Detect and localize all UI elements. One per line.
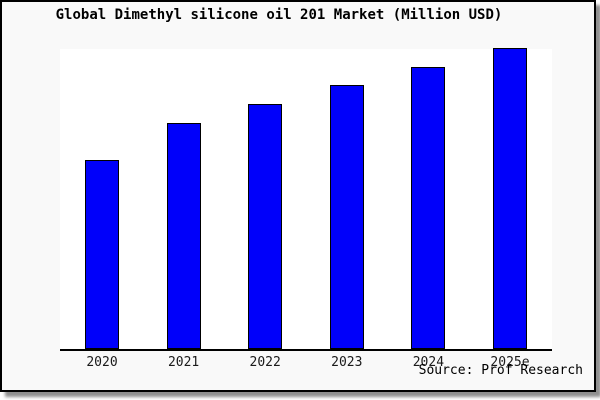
x-tick-label-2025e: 2025e xyxy=(490,355,530,370)
bar-2021 xyxy=(166,123,201,349)
chart-frame: Global Dimethyl silicone oil 201 Market … xyxy=(0,0,596,392)
chart-title: Global Dimethyl silicone oil 201 Market … xyxy=(55,7,503,23)
x-tick-label-2023: 2023 xyxy=(331,355,363,370)
x-tick-label-2020: 2020 xyxy=(86,355,118,370)
x-tick-label-2021: 2021 xyxy=(167,355,200,370)
source-label: Source: Prof Research xyxy=(418,363,583,378)
bar-2024 xyxy=(411,67,446,349)
plot-area xyxy=(60,48,552,351)
x-axis-labels: 2020 2021 2022 2023 2024 2025e xyxy=(2,2,594,390)
bar-2022 xyxy=(248,104,283,349)
bar-2023 xyxy=(329,85,364,349)
bar-2025e xyxy=(493,48,527,349)
x-tick-label-2022: 2022 xyxy=(249,355,281,370)
bar-2020 xyxy=(85,160,119,349)
x-tick-label-2024: 2024 xyxy=(412,355,445,370)
